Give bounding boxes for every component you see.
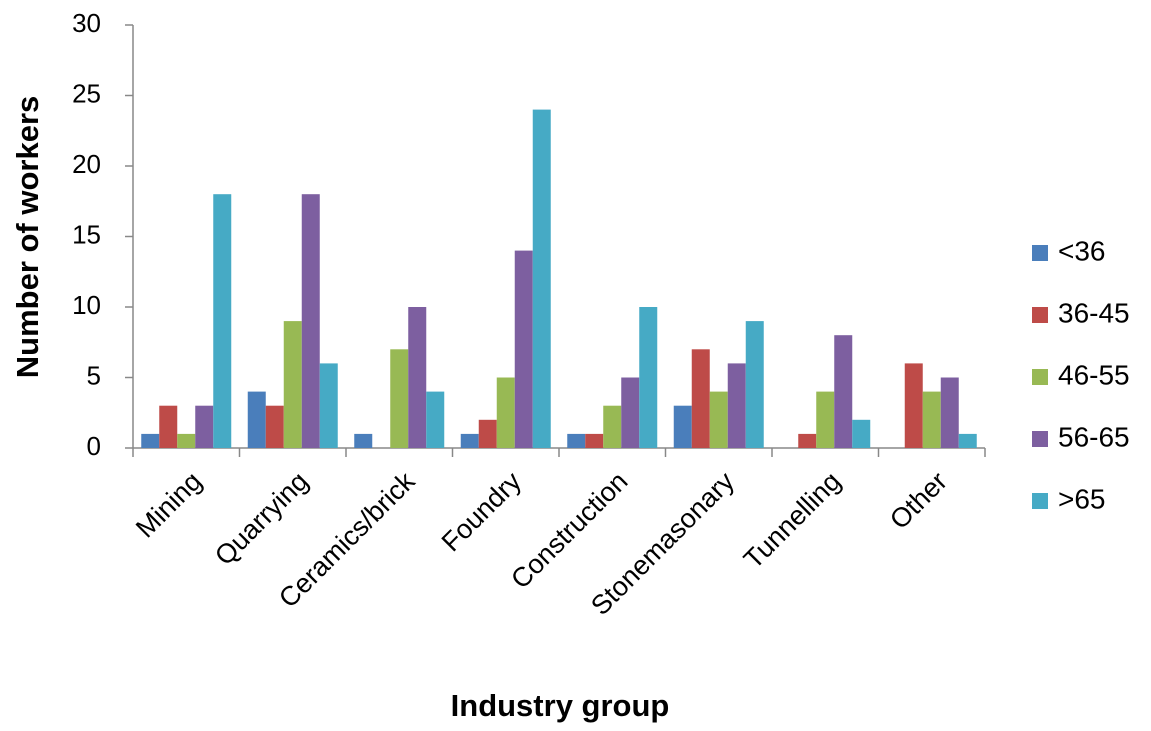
- bar: [673, 405, 692, 448]
- legend-swatch: [1032, 493, 1048, 509]
- bar: [621, 377, 640, 448]
- bar: [159, 405, 178, 448]
- y-tick-label: 30: [72, 8, 101, 38]
- x-tick-label: Foundry: [436, 466, 528, 558]
- bar: [141, 433, 160, 448]
- x-axis-title: Industry group: [451, 688, 670, 723]
- legend-label: 56-65: [1058, 421, 1130, 452]
- bar: [958, 433, 977, 448]
- legend-swatch: [1032, 369, 1048, 385]
- bar: [354, 433, 373, 448]
- legend-label: 36-45: [1058, 297, 1130, 328]
- bar: [283, 321, 302, 448]
- y-tick-label: 10: [72, 290, 101, 320]
- legend-label: >65: [1058, 483, 1106, 514]
- bar: [514, 250, 533, 448]
- y-tick-label: 20: [72, 149, 101, 179]
- y-tick-label: 0: [87, 431, 101, 461]
- bar: [426, 391, 445, 448]
- bar: [213, 194, 232, 448]
- bar: [301, 194, 320, 448]
- bar: [691, 349, 710, 448]
- legend-label: <36: [1058, 235, 1106, 266]
- x-tick-label: Tunnelling: [738, 466, 847, 575]
- bar: [727, 363, 746, 448]
- y-tick-label: 15: [72, 219, 101, 249]
- y-axis-title: Number of workers: [10, 96, 45, 379]
- y-tick-label: 5: [87, 360, 101, 390]
- legend-swatch: [1032, 431, 1048, 447]
- bar: [852, 419, 871, 448]
- bar: [247, 391, 266, 448]
- bar: [904, 363, 923, 448]
- bar: [390, 349, 409, 448]
- bar: [603, 405, 622, 448]
- bar: [639, 307, 658, 448]
- legend-swatch: [1032, 307, 1048, 323]
- bar: [834, 335, 853, 448]
- bar: [195, 405, 214, 448]
- bar: [798, 433, 817, 448]
- bar: [496, 377, 515, 448]
- bar: [265, 405, 284, 448]
- legend-swatch: [1032, 245, 1048, 261]
- x-tick-label: Other: [884, 466, 953, 535]
- bar: [940, 377, 959, 448]
- bar: [460, 433, 479, 448]
- bar: [319, 363, 338, 448]
- bar: [567, 433, 586, 448]
- bar: [816, 391, 835, 448]
- x-tick-label: Quarrying: [209, 466, 314, 571]
- bar: [478, 419, 497, 448]
- bar: [585, 433, 604, 448]
- legend-label: 46-55: [1058, 359, 1130, 390]
- bar: [532, 109, 551, 448]
- bar: [745, 321, 764, 448]
- x-tick-label: Mining: [130, 466, 207, 543]
- bar: [177, 433, 196, 448]
- bar: [408, 307, 427, 448]
- y-tick-label: 25: [72, 78, 101, 108]
- bar: [709, 391, 728, 448]
- bar: [922, 391, 941, 448]
